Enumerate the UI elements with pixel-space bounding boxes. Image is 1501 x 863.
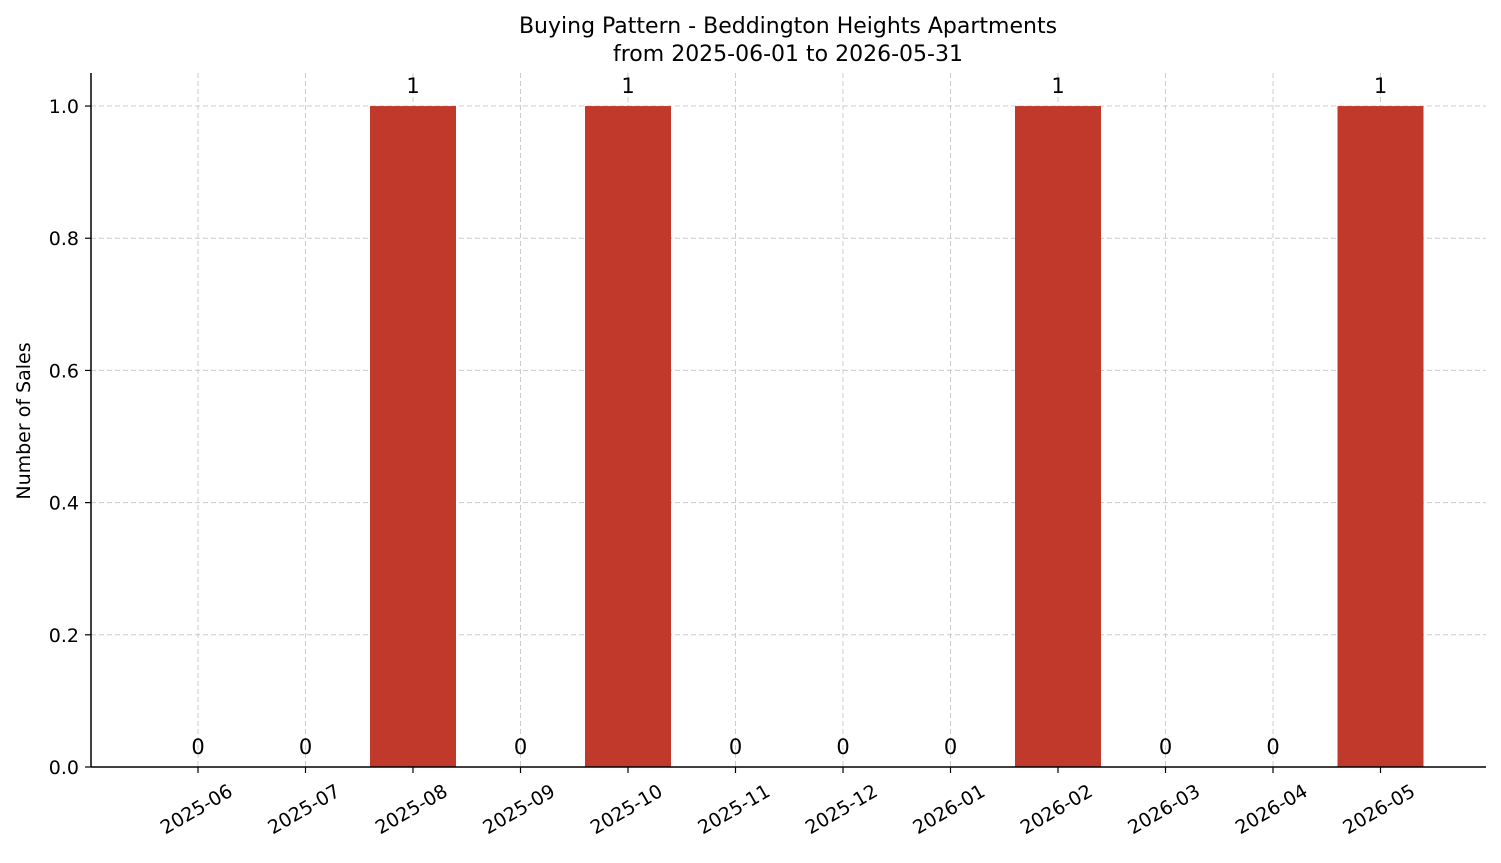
x-tick-label: 2025-09 (479, 780, 559, 839)
x-tick-label: 2025-10 (587, 780, 667, 839)
x-tick-label: 2025-12 (802, 780, 882, 839)
data-label-2026-04: 0 (1266, 735, 1279, 759)
data-labels: 0 0 1 0 1 0 0 0 1 0 0 1 (191, 74, 1387, 759)
y-tick-label: 0.8 (49, 228, 79, 250)
y-ticks: 0.0 0.2 0.4 0.6 0.8 1.0 (49, 96, 91, 779)
y-axis-label: Number of Sales (13, 342, 35, 499)
x-tick-label: 2026-03 (1124, 780, 1204, 839)
x-tick-label: 2026-01 (909, 780, 989, 839)
bars (370, 106, 1424, 768)
y-tick-label: 0.4 (49, 493, 79, 515)
grid (91, 73, 1486, 768)
data-label-2025-06: 0 (191, 735, 204, 759)
x-tick-label: 2025-08 (372, 780, 452, 839)
x-tick-label: 2025-11 (694, 780, 774, 839)
bar-2025-08 (370, 106, 456, 768)
data-label-2026-01: 0 (944, 735, 957, 759)
bar-2026-02 (1015, 106, 1101, 768)
x-tick-label: 2026-05 (1339, 780, 1419, 839)
axes (90, 73, 1486, 768)
x-tick-label: 2025-07 (264, 780, 344, 839)
chart-title: Buying Pattern - Beddington Heights Apar… (519, 14, 1057, 39)
x-tick-label: 2026-04 (1232, 780, 1312, 839)
data-label-2026-02: 1 (1051, 74, 1064, 98)
y-tick-label: 1.0 (49, 96, 79, 118)
data-label-2025-09: 0 (514, 735, 527, 759)
y-tick-label: 0.6 (49, 360, 79, 382)
x-tick-label: 2026-02 (1017, 780, 1097, 839)
bar-2026-05 (1337, 106, 1424, 768)
data-label-2025-10: 1 (621, 74, 634, 98)
data-label-2025-11: 0 (729, 735, 742, 759)
data-label-2025-07: 0 (299, 735, 312, 759)
x-tick-label: 2025-06 (157, 780, 237, 839)
data-label-2026-03: 0 (1159, 735, 1172, 759)
data-label-2026-05: 1 (1374, 74, 1387, 98)
y-tick-label: 0.2 (49, 625, 79, 647)
chart-subtitle: from 2025-06-01 to 2026-05-31 (613, 42, 963, 67)
data-label-2025-08: 1 (406, 74, 419, 98)
y-tick-label: 0.0 (49, 757, 79, 779)
x-ticks: 2025-06 2025-07 2025-08 2025-09 2025-10 2025-… (157, 767, 1419, 839)
bar-2025-10 (585, 106, 671, 768)
data-label-2025-12: 0 (836, 735, 849, 759)
